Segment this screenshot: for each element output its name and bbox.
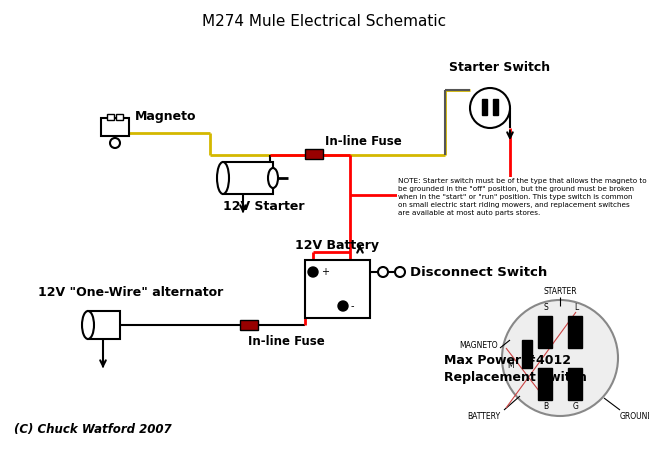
Ellipse shape <box>82 311 94 339</box>
Text: S: S <box>544 303 548 312</box>
Text: BATTERY: BATTERY <box>467 412 500 421</box>
Bar <box>538 368 552 400</box>
Text: Max Power #4012: Max Power #4012 <box>444 354 571 366</box>
Bar <box>101 118 129 136</box>
Bar <box>88 311 120 339</box>
Bar <box>107 114 114 120</box>
Text: In-line Fuse: In-line Fuse <box>325 135 402 148</box>
Ellipse shape <box>217 162 229 194</box>
Bar <box>538 316 552 348</box>
Text: -: - <box>351 301 354 311</box>
Text: M: M <box>508 361 514 370</box>
Bar <box>482 99 487 115</box>
Text: +: + <box>321 267 329 277</box>
Text: MAGNETO: MAGNETO <box>459 342 498 351</box>
Circle shape <box>110 138 120 148</box>
Text: In-line Fuse: In-line Fuse <box>248 335 324 348</box>
Text: B: B <box>543 402 548 411</box>
Bar <box>568 368 582 400</box>
Text: M274 Mule Electrical Schematic: M274 Mule Electrical Schematic <box>202 14 446 29</box>
Circle shape <box>470 88 510 128</box>
Text: Starter Switch: Starter Switch <box>450 61 550 74</box>
Text: 12V Battery: 12V Battery <box>295 239 379 252</box>
Text: NOTE: Starter switch must be of the type that allows the magneto to
be grounded : NOTE: Starter switch must be of the type… <box>398 178 646 216</box>
Circle shape <box>308 267 318 277</box>
Bar <box>116 114 123 120</box>
Text: G: G <box>573 402 579 411</box>
Bar <box>223 162 273 194</box>
Text: Replacement Switch: Replacement Switch <box>444 372 587 384</box>
Circle shape <box>338 301 348 311</box>
Text: (C) Chuck Watford 2007: (C) Chuck Watford 2007 <box>14 423 171 436</box>
Bar <box>568 316 582 348</box>
Text: Magneto: Magneto <box>135 110 197 123</box>
Text: 12V Starter: 12V Starter <box>223 200 304 213</box>
Circle shape <box>395 267 405 277</box>
Bar <box>240 320 258 330</box>
Circle shape <box>502 300 618 416</box>
Circle shape <box>378 267 388 277</box>
Text: 12V "One-Wire" alternator: 12V "One-Wire" alternator <box>38 286 223 299</box>
Text: L: L <box>574 303 578 312</box>
Bar <box>522 340 532 368</box>
Text: GROUND: GROUND <box>620 412 649 421</box>
Bar <box>305 260 370 318</box>
Bar <box>493 99 498 115</box>
Bar <box>305 149 323 159</box>
Text: STARTER: STARTER <box>543 287 577 296</box>
Text: Disconnect Switch: Disconnect Switch <box>410 266 547 279</box>
Ellipse shape <box>268 168 278 188</box>
